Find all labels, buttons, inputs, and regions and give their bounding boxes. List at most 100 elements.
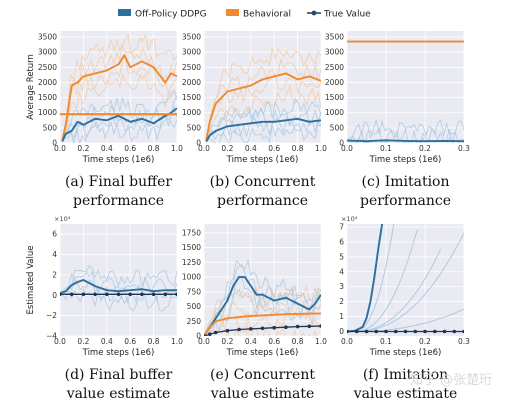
x-tick-label: 1.0 <box>315 337 327 346</box>
y-tick-label: 2000 <box>182 78 201 87</box>
y-tick-label: 500 <box>187 123 202 132</box>
legend-swatch-1 <box>226 9 239 16</box>
seed-trace <box>61 104 177 142</box>
y-tick-label: −2 <box>46 311 57 320</box>
true-value-point <box>284 325 288 330</box>
series-line-off-policy-ddpg <box>205 117 321 142</box>
y-tick-label: 6 <box>52 230 57 239</box>
true-value-point <box>237 327 241 332</box>
true-value-point <box>307 324 312 329</box>
true-value-point <box>116 292 121 297</box>
y-tick-label: 2000 <box>325 78 344 87</box>
x-tick-label: 0.0 <box>198 144 210 153</box>
x-tick-label: 0.2 <box>77 144 89 153</box>
true-value-point <box>213 330 218 335</box>
seed-trace <box>205 48 321 141</box>
y-tick-label: 1500 <box>182 93 201 102</box>
y-axis-label: Average Return <box>26 54 36 120</box>
true-value-point <box>462 329 464 334</box>
x-tick-label: 0.2 <box>221 337 233 346</box>
seed-trace <box>204 311 321 336</box>
seed-trace <box>60 287 177 312</box>
y-tick-label: −4 <box>46 332 57 341</box>
true-value-point <box>452 329 457 334</box>
y-tick-label: 1 <box>339 312 344 321</box>
legend-swatch-0 <box>118 9 131 16</box>
true-value-point <box>151 292 156 297</box>
panel-caption: (a) Final buffer <box>65 174 172 190</box>
x-axis-label: Time steps (1e6) <box>369 348 442 358</box>
true-value-point <box>413 329 418 334</box>
x-tick-label: 0.2 <box>419 337 431 346</box>
legend-label-1: Behavioral <box>243 10 291 20</box>
true-value-point <box>295 324 300 329</box>
x-tick-label: 0.3 <box>458 337 470 346</box>
seed-trace <box>61 56 177 141</box>
y-tick-label: 500 <box>187 302 202 311</box>
seed-trace <box>347 136 464 143</box>
x-tick-label: 0.0 <box>54 337 66 346</box>
x-tick-label: 0.4 <box>101 144 113 153</box>
plot-area <box>60 224 177 336</box>
seed-trace <box>204 300 321 336</box>
seed-trace <box>206 123 321 143</box>
series-group <box>60 264 177 312</box>
y-tick-label: 3500 <box>325 33 344 42</box>
y-tick-label: 3000 <box>182 48 201 57</box>
x-tick-label: 0.6 <box>268 144 280 153</box>
x-axis-label: Time steps (1e6) <box>82 155 155 165</box>
panel-caption: (c) Imitation <box>361 174 449 190</box>
series-group <box>205 48 321 143</box>
true-value-point <box>272 325 277 330</box>
y-tick-label: 750 <box>187 287 202 296</box>
y-tick-label: 6 <box>339 237 344 246</box>
y-tick-label: 0 <box>339 327 344 336</box>
y-tick-label: 250 <box>187 317 202 326</box>
x-tick-label: 0.2 <box>221 144 233 153</box>
series-group <box>204 258 321 336</box>
x-tick-label: 0.4 <box>101 337 113 346</box>
x-tick-label: 0.0 <box>54 144 66 153</box>
true-value-point <box>260 326 265 331</box>
y-tick-label: 3000 <box>325 48 344 57</box>
y-tick-label: 3 <box>339 282 344 291</box>
y-tick-label: 1500 <box>38 93 57 102</box>
seed-trace <box>205 97 321 142</box>
true-value-point <box>442 329 447 334</box>
true-value-point <box>355 329 359 334</box>
y-tick-label: 4 <box>339 267 344 276</box>
seed-trace <box>354 232 464 332</box>
x-tick-label: 1.0 <box>315 144 327 153</box>
y-tick-label: 3500 <box>38 33 57 42</box>
true-value-point <box>423 329 427 334</box>
y-tick-label: 2 <box>339 297 344 306</box>
y-tick-label: 0 <box>52 291 57 300</box>
x-tick-label: 0.4 <box>245 337 257 346</box>
x-tick-label: 0.6 <box>124 144 136 153</box>
true-value-point <box>347 329 349 334</box>
x-tick-label: 0.2 <box>419 144 431 153</box>
y-tick-label: 2500 <box>182 63 201 72</box>
panel-1: 0.0 0.2 0.4 0.6 0.8 1.0 0 500 1000 1500 2000 2500 30… <box>182 31 327 209</box>
y-tick-label: 0 <box>339 139 344 148</box>
panel-caption: performance <box>73 193 164 209</box>
x-tick-label: 0.4 <box>245 144 257 153</box>
y-tick-label: 1250 <box>182 258 201 267</box>
y-tick-label: 0 <box>196 332 201 341</box>
seed-trace <box>354 229 418 332</box>
y-tick-label: 3000 <box>38 48 57 57</box>
y-tick-label: 500 <box>330 123 345 132</box>
true-value-point <box>403 329 408 334</box>
y-tick-label: 1000 <box>182 273 201 282</box>
series-line-off-policy-ddpg <box>347 139 464 143</box>
y-tick-label: 2500 <box>325 63 344 72</box>
true-value-point <box>93 292 97 297</box>
seed-trace <box>204 288 321 336</box>
x-tick-label: 0.8 <box>292 144 304 153</box>
x-tick-label: 0.8 <box>148 144 160 153</box>
plot-area <box>347 224 464 336</box>
x-tick-label: 0.8 <box>148 337 160 346</box>
panel-caption: value estimate <box>66 386 171 402</box>
panel-caption: (d) Final buffer <box>65 367 173 383</box>
